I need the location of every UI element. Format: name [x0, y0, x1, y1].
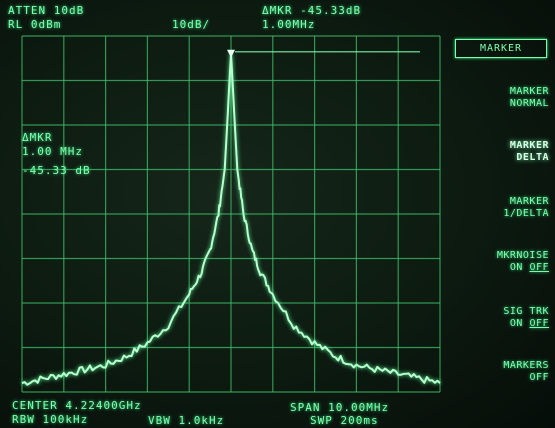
scale-readout: 10dB/ — [172, 18, 211, 31]
softkey-label: MARKER — [509, 86, 549, 97]
on-option: ON — [509, 318, 523, 329]
softkey-label: SIG TRK — [503, 306, 549, 317]
marker-annotation-label: ΔMKR — [22, 131, 53, 144]
marker-icon — [227, 49, 235, 58]
softkey-label: MARKER — [509, 140, 549, 151]
vbw-readout: VBW 1.0kHz — [148, 414, 225, 427]
sweep-time-readout: SWP 200ms — [310, 414, 379, 427]
softkey-label: DELTA — [516, 152, 549, 163]
graticule — [21, 35, 441, 393]
reference-level-readout: RL 0dBm — [8, 18, 62, 31]
softkey-label: MARKER — [509, 196, 549, 207]
marker-noise-softkey[interactable]: MKRNOISE ON OFF — [453, 250, 549, 274]
softkey-label: MKRNOISE — [496, 250, 549, 261]
center-frequency-readout: CENTER 4.22400GHz — [12, 399, 142, 412]
marker-annotation-level: -45.33 dB — [22, 164, 91, 177]
marker-frequency-readout: 1.00MHz — [262, 18, 316, 31]
softkey-label: ON OFF — [453, 318, 549, 330]
marker-normal-softkey[interactable]: MARKER NORMAL — [453, 86, 549, 110]
on-option: ON — [509, 262, 523, 273]
softkey-label: ON OFF — [453, 262, 549, 274]
rbw-readout: RBW 100kHz — [12, 413, 89, 426]
markers-off-softkey[interactable]: MARKERS OFF — [453, 360, 549, 384]
softkey-label: NORMAL — [509, 98, 549, 109]
delta-marker-readout: ΔMKR -45.33dB — [262, 4, 362, 17]
off-option: OFF — [529, 318, 549, 329]
marker-1-over-delta-softkey[interactable]: MARKER 1/DELTA — [453, 196, 549, 220]
softkey-label: MARKERS — [503, 360, 549, 371]
marker-delta-softkey[interactable]: MARKER DELTA — [453, 140, 549, 164]
marker-annotation-frequency: 1.00 MHz — [22, 145, 83, 158]
signal-track-softkey[interactable]: SIG TRK ON OFF — [453, 306, 549, 330]
softkey-label: OFF — [529, 372, 549, 383]
attenuation-readout: ATTEN 10dB — [8, 4, 85, 17]
softkey-label: 1/DELTA — [503, 208, 549, 219]
softkey-menu-title: MARKER — [455, 39, 547, 58]
span-readout: SPAN 10.00MHz — [290, 401, 390, 414]
off-option: OFF — [529, 262, 549, 273]
